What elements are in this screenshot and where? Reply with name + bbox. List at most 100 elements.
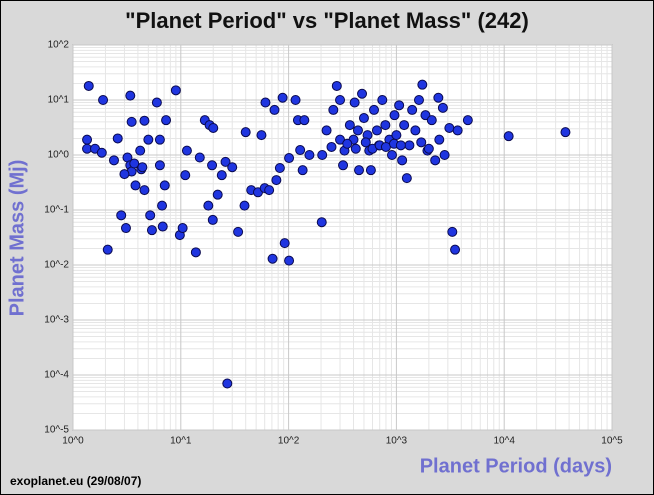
data-point bbox=[342, 138, 353, 149]
data-point bbox=[279, 238, 290, 249]
data-point bbox=[321, 125, 332, 136]
data-point bbox=[233, 226, 244, 237]
data-point bbox=[369, 104, 380, 115]
data-point bbox=[290, 95, 301, 105]
data-point bbox=[194, 152, 205, 163]
data-point bbox=[190, 247, 201, 258]
data-point bbox=[277, 92, 288, 103]
data-point bbox=[434, 134, 445, 145]
data-point bbox=[417, 79, 428, 90]
data-point bbox=[350, 143, 361, 154]
data-point bbox=[395, 140, 406, 151]
data-point bbox=[407, 104, 418, 115]
y-tick-label: 10^2 bbox=[48, 40, 70, 51]
data-point bbox=[560, 127, 571, 138]
data-point bbox=[216, 170, 227, 181]
x-tick-label: 10^2 bbox=[278, 436, 300, 447]
data-point bbox=[82, 134, 93, 145]
data-point bbox=[450, 244, 461, 255]
chart-title: "Planet Period" vs "Planet Mass" (242) bbox=[125, 8, 529, 33]
data-point bbox=[267, 253, 278, 264]
data-point bbox=[181, 145, 192, 156]
data-point bbox=[143, 134, 154, 145]
y-tick-label: 10^-3 bbox=[44, 315, 69, 326]
y-tick-label: 10^-1 bbox=[44, 205, 69, 216]
data-point bbox=[410, 125, 421, 136]
data-point bbox=[271, 175, 282, 186]
data-point bbox=[203, 200, 214, 211]
data-point bbox=[220, 156, 231, 167]
data-point bbox=[96, 147, 107, 158]
data-point bbox=[239, 200, 250, 211]
data-point bbox=[98, 95, 109, 105]
data-point bbox=[159, 180, 170, 191]
data-point bbox=[328, 104, 339, 115]
data-point bbox=[371, 125, 382, 136]
data-point bbox=[326, 141, 337, 152]
data-point bbox=[119, 169, 130, 180]
data-point bbox=[170, 85, 181, 96]
data-point bbox=[316, 217, 327, 228]
points bbox=[82, 79, 571, 389]
data-point bbox=[358, 113, 369, 124]
data-point bbox=[102, 244, 113, 255]
data-point bbox=[157, 200, 168, 211]
data-point bbox=[284, 255, 295, 266]
data-point bbox=[389, 110, 400, 121]
data-point bbox=[284, 153, 295, 164]
data-point bbox=[161, 115, 172, 126]
data-point bbox=[126, 116, 137, 127]
y-axis-label: Planet Mass (Mj) bbox=[6, 160, 28, 317]
data-point bbox=[397, 155, 408, 166]
data-point bbox=[269, 104, 280, 115]
data-point bbox=[145, 210, 156, 221]
y-tick-label: 10^-2 bbox=[44, 260, 69, 271]
data-point bbox=[439, 150, 450, 160]
data-point bbox=[180, 170, 191, 181]
data-point bbox=[503, 131, 514, 142]
data-point bbox=[416, 137, 427, 148]
data-point bbox=[264, 185, 275, 196]
data-point bbox=[154, 134, 165, 145]
data-point bbox=[208, 122, 219, 133]
data-point bbox=[139, 185, 150, 196]
y-tick-label: 10^0 bbox=[48, 150, 70, 161]
data-point bbox=[157, 221, 168, 232]
y-tick-label: 10^-5 bbox=[44, 425, 69, 436]
data-point bbox=[139, 115, 150, 126]
x-axis-label: Planet Period (days) bbox=[420, 455, 612, 477]
data-point bbox=[207, 160, 218, 171]
data-point bbox=[394, 100, 405, 111]
data-point bbox=[207, 214, 218, 225]
y-tick-label: 10^1 bbox=[48, 95, 70, 106]
x-tick-label: 10^3 bbox=[386, 436, 408, 447]
x-tick-label: 10^4 bbox=[494, 436, 516, 447]
data-point bbox=[83, 80, 94, 91]
data-point bbox=[413, 95, 424, 105]
data-point bbox=[344, 120, 355, 131]
plot-area bbox=[72, 44, 613, 431]
data-point bbox=[386, 150, 397, 160]
ticks: 10^0 10^1 10^2 10^3 10^4 10^510^210^110^010^-… bbox=[44, 40, 623, 447]
data-point bbox=[295, 145, 306, 156]
source-note: exoplanet.eu (29/08/07) bbox=[10, 474, 141, 488]
data-point bbox=[437, 102, 448, 113]
y-tick-label: 10^-4 bbox=[44, 370, 69, 381]
x-tick-label: 10^5 bbox=[601, 436, 623, 447]
data-point bbox=[125, 90, 136, 101]
data-point bbox=[452, 125, 463, 136]
data-point bbox=[227, 162, 238, 173]
data-point bbox=[365, 165, 376, 176]
data-point bbox=[116, 210, 127, 221]
data-point bbox=[430, 155, 441, 166]
data-point bbox=[317, 150, 328, 160]
data-point bbox=[335, 95, 346, 105]
data-point bbox=[212, 189, 223, 200]
data-point bbox=[433, 92, 444, 103]
data-point bbox=[354, 165, 365, 176]
data-point bbox=[349, 97, 360, 108]
data-point bbox=[120, 223, 131, 234]
data-point bbox=[129, 158, 140, 169]
x-tick-label: 10^1 bbox=[170, 436, 192, 447]
